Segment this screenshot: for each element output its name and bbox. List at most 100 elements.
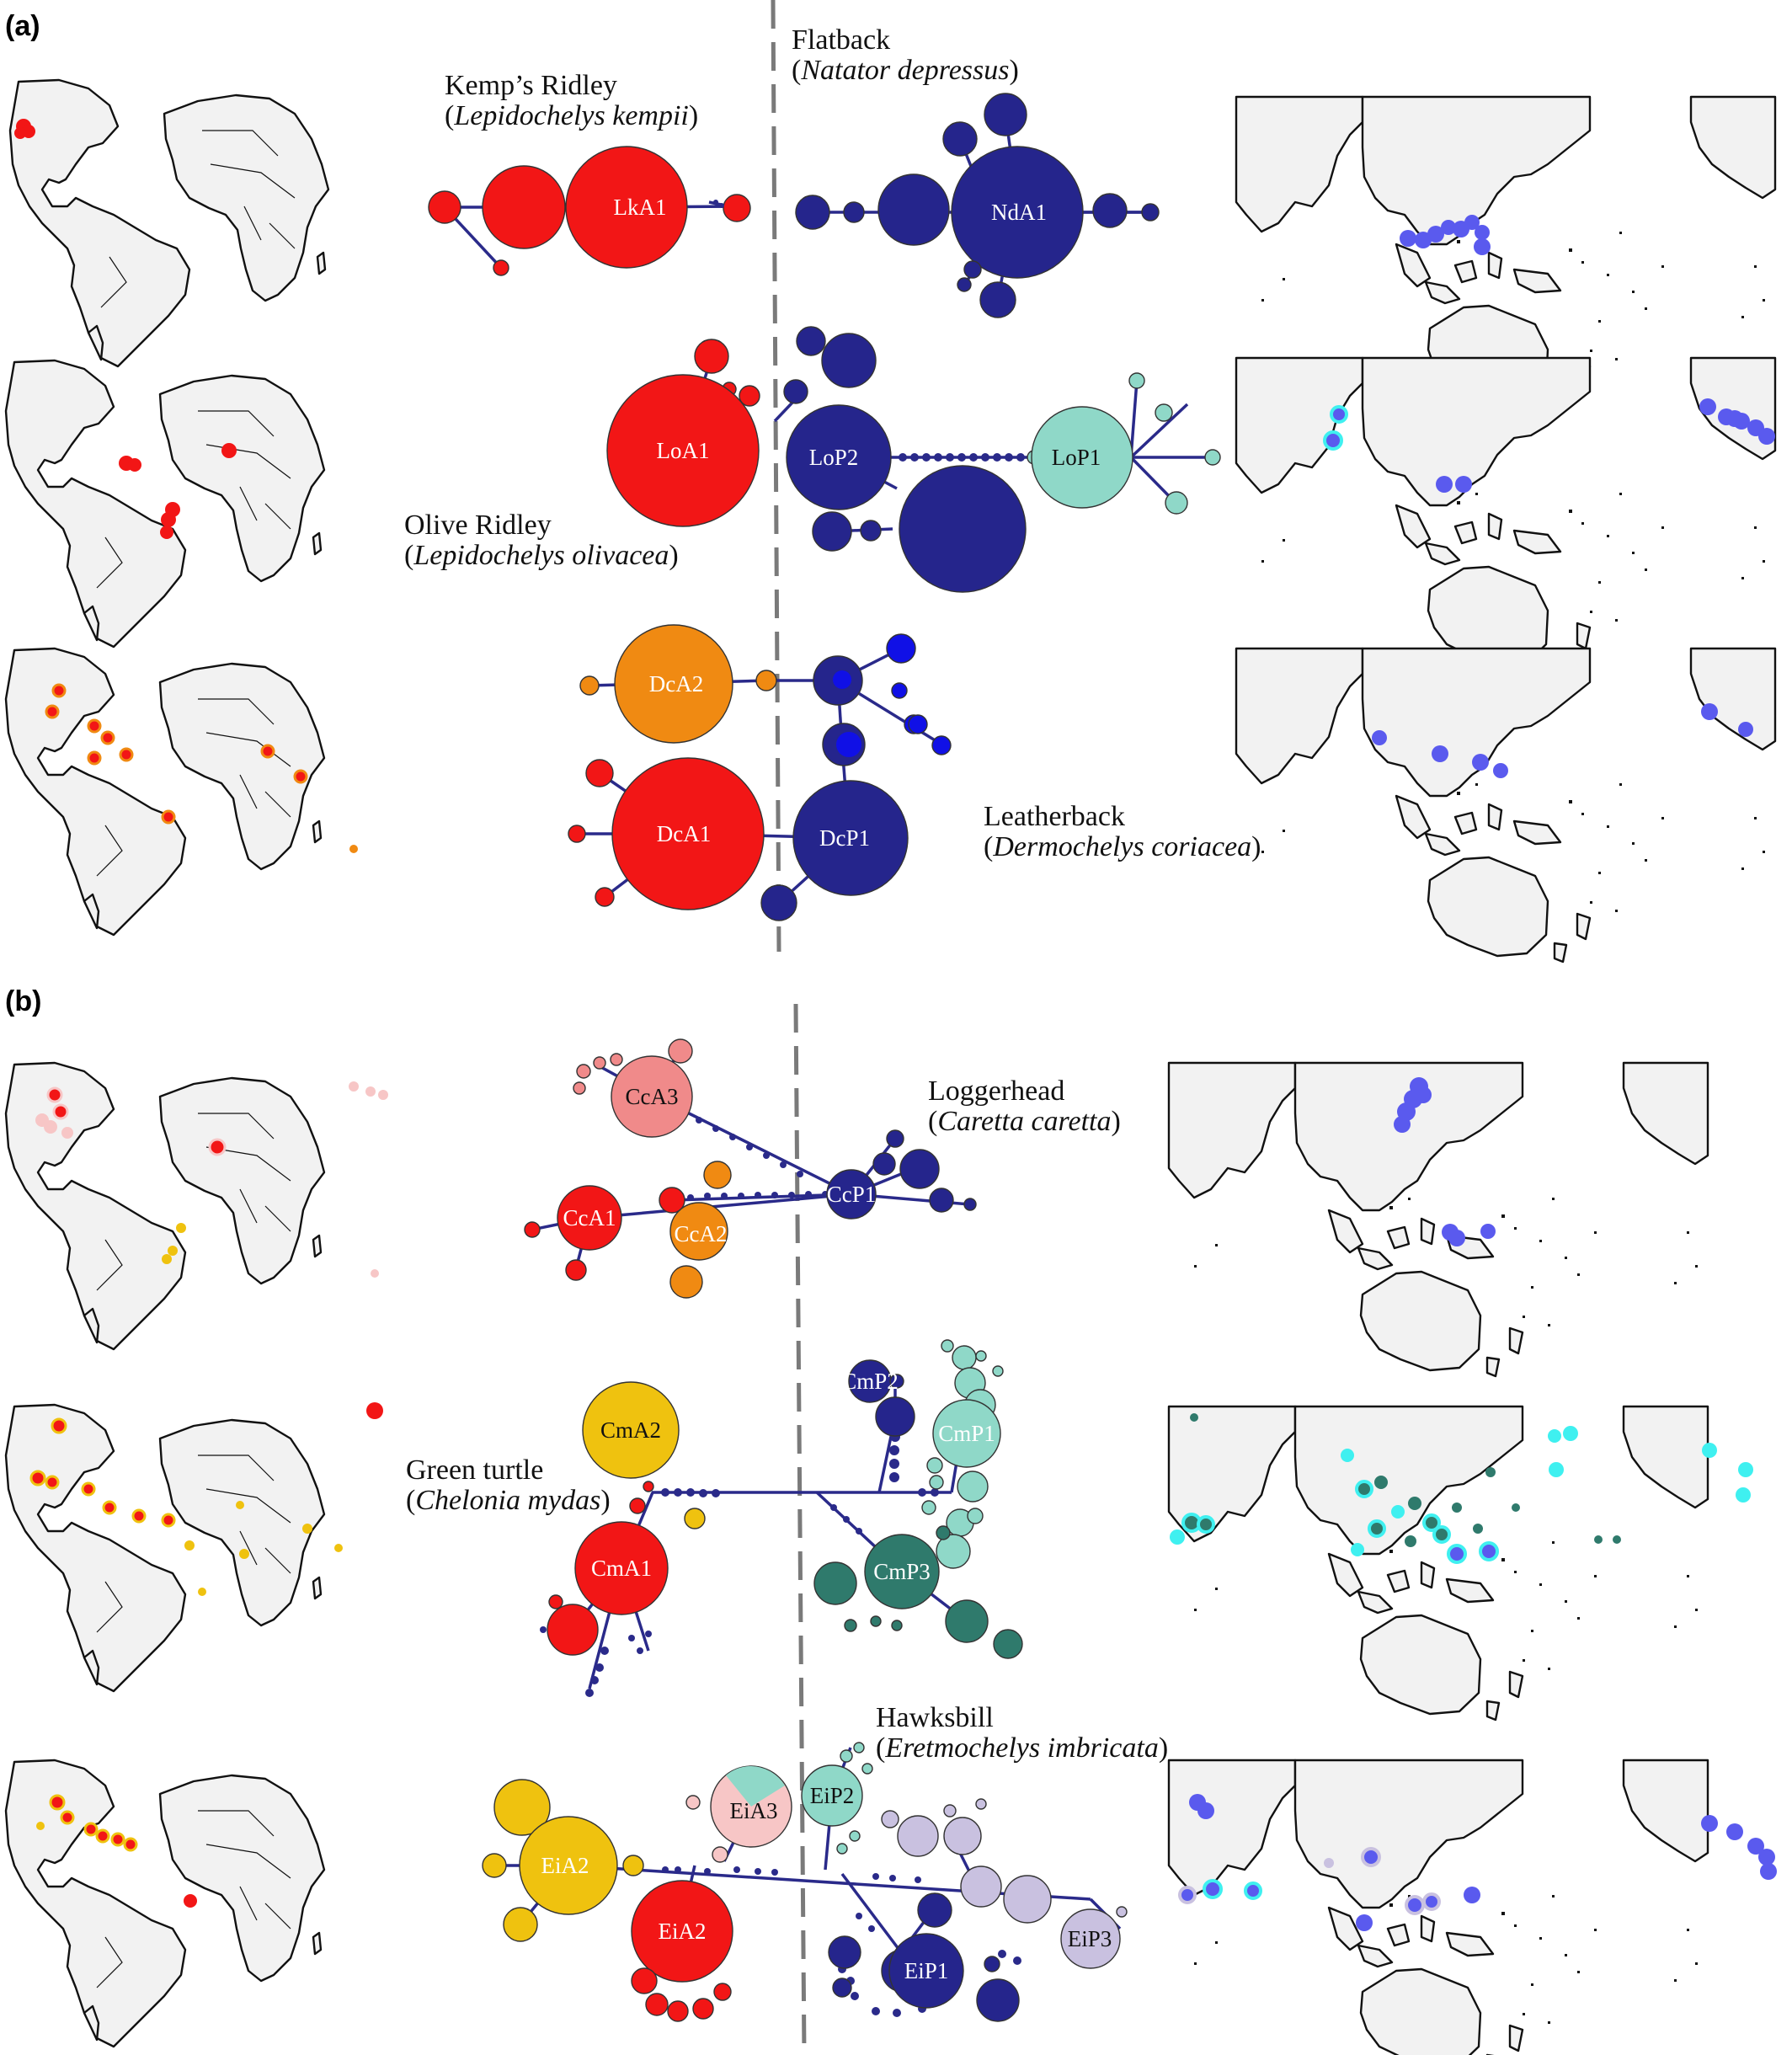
green-label: Green turtle (Chelonia mydas) xyxy=(406,1455,611,1516)
svg-text:(Caretta caretta): (Caretta caretta) xyxy=(928,1106,1121,1137)
hap-LoP1: LoP1 xyxy=(1052,445,1101,470)
hawksbill-network: EiA2 EiA2 EiA3 EiP2 EiP3 EiP1 xyxy=(482,1742,1128,2022)
leatherback-atlantic-points xyxy=(45,683,308,825)
hap-DcA1: DcA1 xyxy=(657,821,711,846)
green-latin-name: Chelonia mydas xyxy=(415,1485,600,1516)
green-map-points xyxy=(1170,1413,1753,1564)
kemps-label: Kemp’s Ridley (Lepidochelys kempii) xyxy=(445,70,698,131)
node-EiP2 xyxy=(801,1764,863,1827)
panel-b-label: (b) xyxy=(5,985,41,1017)
hap-EiP2: EiP2 xyxy=(810,1783,855,1808)
leatherback-network: DcA2 DcA1 DcP1 xyxy=(568,624,952,921)
olive-map-points xyxy=(1323,398,1775,493)
hawksbill-common-name: Hawksbill xyxy=(876,1702,994,1733)
loggerhead-common-name: Loggerhead xyxy=(928,1076,1064,1107)
node-CcP1 xyxy=(826,1169,877,1220)
kemps-atlantic-map xyxy=(8,78,330,368)
kemps-common-name: Kemp’s Ridley xyxy=(445,70,617,101)
hap-CmP2: CmP2 xyxy=(841,1369,899,1394)
panel-b-divider xyxy=(793,1003,807,2055)
flatback-common-name: Flatback xyxy=(792,24,890,56)
node-CmP1 xyxy=(932,1399,1001,1468)
olive-atlantic-map xyxy=(4,359,326,649)
hap-CcA3: CcA3 xyxy=(626,1084,679,1109)
loggerhead-label: Loggerhead (Caretta caretta) xyxy=(928,1076,1121,1137)
node-LkA1 xyxy=(565,146,688,269)
node-EiA2-top xyxy=(519,1816,618,1915)
svg-text:(Natator depressus): (Natator depressus) xyxy=(792,55,1019,86)
node-CcA1 xyxy=(557,1185,622,1251)
svg-text:(Dermochelys coriacea): (Dermochelys coriacea) xyxy=(984,831,1261,862)
hap-EiA2-bottom: EiA2 xyxy=(659,1919,707,1944)
olive-common-name: Olive Ridley xyxy=(404,510,552,541)
node-LoA1 xyxy=(606,374,760,527)
hap-LoA1: LoA1 xyxy=(657,438,710,463)
green-atlantic-map xyxy=(4,1403,326,1693)
hap-LkA1: LkA1 xyxy=(614,195,667,220)
panel-a-label: (a) xyxy=(5,10,40,42)
hawksbill-atlantic-points xyxy=(36,1794,197,1908)
map-point xyxy=(349,845,358,853)
leatherback-common-name: Leatherback xyxy=(984,801,1125,832)
node-EiP3 xyxy=(1060,1908,1121,1969)
flatback-map-points xyxy=(1400,215,1491,255)
green-common-name: Green turtle xyxy=(406,1455,543,1486)
node-CmA2 xyxy=(582,1381,680,1479)
hap-CcP1: CcP1 xyxy=(827,1182,877,1207)
node-LoP1 xyxy=(1031,406,1133,509)
leatherback-label: Leatherback (Dermochelys coriacea) xyxy=(984,801,1261,862)
loggerhead-atlantic-points xyxy=(35,1081,388,1278)
node-CcA3 xyxy=(611,1055,693,1138)
leatherback-map-points xyxy=(1372,703,1753,778)
loggerhead-network: CcA3 CcA1 CcA2 CcP1 xyxy=(524,1038,977,1299)
node-DcA2 xyxy=(614,624,733,744)
olive-label: Olive Ridley (Lepidochelys olivacea) xyxy=(404,510,679,571)
node-DcP1 xyxy=(792,780,909,896)
node-EiA2-bottom xyxy=(631,1880,733,1983)
green-indopacific-map xyxy=(1167,1405,1709,1721)
hap-CcA2: CcA2 xyxy=(675,1221,728,1246)
olive-network: LoA1 LoP2 LoP1 xyxy=(606,326,1221,593)
node-DcA1 xyxy=(611,757,765,910)
hap-EiA3: EiA3 xyxy=(730,1798,778,1823)
hap-EiA2-top: EiA2 xyxy=(541,1853,589,1878)
svg-text:(Lepidochelys kempii): (Lepidochelys kempii) xyxy=(445,100,698,131)
olive-latin-name: Lepidochelys olivacea xyxy=(413,540,669,571)
green-network: CmA2 CmA1 CmP2 CmP1 CmP3 xyxy=(540,1339,1023,1697)
loggerhead-map-points xyxy=(1394,1077,1496,1246)
flatback-latin-name: Natator depressus xyxy=(800,55,1009,86)
panel-a-divider xyxy=(771,0,781,953)
green-atlantic-points xyxy=(29,1402,383,1596)
node-EiP1 xyxy=(888,1933,964,2009)
hap-DcP1: DcP1 xyxy=(819,825,870,851)
hap-EiP3: EiP3 xyxy=(1068,1926,1112,1951)
leatherback-indopacific-map xyxy=(1235,647,1777,963)
leatherback-latin-name: Dermochelys coriacea xyxy=(992,831,1251,862)
loggerhead-latin-name: Caretta caretta xyxy=(937,1106,1111,1137)
hap-CmP1: CmP1 xyxy=(938,1421,995,1446)
svg-text:(Chelonia mydas): (Chelonia mydas) xyxy=(406,1485,611,1516)
hawksbill-label: Hawksbill (Eretmochelys imbricata) xyxy=(876,1702,1168,1764)
kemps-latin-name: Lepidochelys kempii xyxy=(453,100,689,131)
node-CcA2 xyxy=(669,1202,728,1261)
hap-NdA1: NdA1 xyxy=(991,200,1047,225)
node-LoP2 xyxy=(786,404,892,510)
loggerhead-atlantic-map xyxy=(4,1061,326,1351)
node-NdA1 xyxy=(951,146,1084,279)
hap-LoP2: LoP2 xyxy=(809,445,859,470)
flatback-network: NdA1 xyxy=(795,93,1160,318)
hap-EiP1: EiP1 xyxy=(904,1958,949,1983)
svg-text:(Lepidochelys olivacea): (Lepidochelys olivacea) xyxy=(404,540,679,571)
hap-CcA1: CcA1 xyxy=(563,1205,616,1230)
svg-text:(Eretmochelys imbricata): (Eretmochelys imbricata) xyxy=(876,1732,1168,1764)
hawksbill-latin-name: Eretmochelys imbricata xyxy=(884,1732,1159,1764)
kemps-network: LkA1 xyxy=(428,146,751,276)
hawksbill-map-points xyxy=(1178,1794,1777,1931)
map-point xyxy=(14,127,26,139)
olive-atlantic-points xyxy=(119,443,237,539)
hap-CmA2: CmA2 xyxy=(600,1417,661,1443)
olive-indopacific-map xyxy=(1235,356,1777,673)
hap-CmP3: CmP3 xyxy=(873,1559,931,1584)
flatback-label: Flatback (Natator depressus) xyxy=(792,24,1019,86)
hap-DcA2: DcA2 xyxy=(649,671,703,697)
